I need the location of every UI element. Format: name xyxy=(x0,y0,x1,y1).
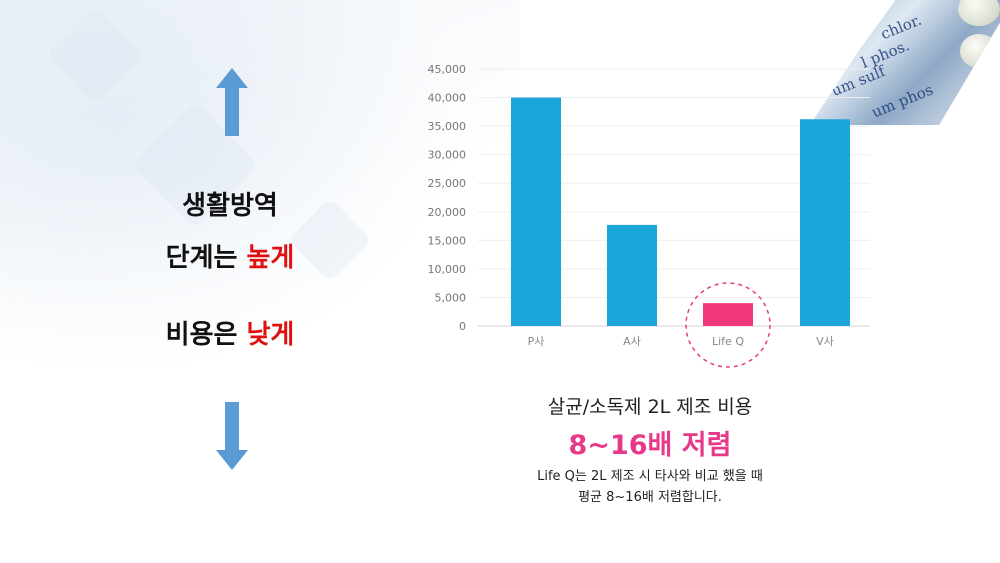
down-arrow-icon xyxy=(216,402,248,470)
bar xyxy=(800,119,850,326)
x-category-label: V사 xyxy=(816,335,834,348)
slogan-emphasis: 높게 xyxy=(246,243,295,273)
slogan-line-1: 생활방역 xyxy=(100,185,360,222)
bar xyxy=(703,303,753,326)
slogan-line-2: 단계는 높게 xyxy=(100,237,360,274)
caption-desc-line: Life Q는 2L 제조 시 타사와 비교 했을 때 xyxy=(537,469,763,484)
x-category-label: P사 xyxy=(528,335,545,348)
x-category-label: Life Q xyxy=(712,335,744,348)
slogan-emphasis: 낮게 xyxy=(246,320,295,350)
y-tick-label: 10,000 xyxy=(428,263,467,276)
highlight-circle xyxy=(685,282,771,368)
background-wash xyxy=(0,0,520,420)
y-tick-label: 15,000 xyxy=(428,234,467,247)
caption-desc-line: 평균 8~16배 저렴합니다. xyxy=(578,490,722,505)
caption-title: 살균/소독제 2L 제조 비용 xyxy=(547,396,753,418)
caption-description: Life Q는 2L 제조 시 타사와 비교 했을 때 평균 8~16배 저렴합… xyxy=(450,466,850,508)
slogan-text: 비용은 xyxy=(165,320,247,350)
caption-highlight: 8~16배 저렴 xyxy=(568,430,732,461)
slogan-line-3: 비용은 낮게 xyxy=(100,314,360,351)
y-tick-label: 30,000 xyxy=(428,149,467,162)
bar xyxy=(607,224,657,326)
y-tick-label: 45,000 xyxy=(428,63,467,76)
y-tick-label: 35,000 xyxy=(428,120,467,133)
y-tick-label: 20,000 xyxy=(428,206,467,219)
pill xyxy=(958,0,1000,26)
slogan-text: 생활방역 xyxy=(182,191,278,221)
x-category-label: A사 xyxy=(623,335,641,348)
cost-bar-chart: 45,000 40,000 35,000 30,000 25,000 20,000 15,0… xyxy=(428,63,870,368)
y-tick-label: 0 xyxy=(459,320,466,333)
bar xyxy=(511,97,561,326)
y-tick-label: 40,000 xyxy=(428,92,467,105)
slogan-text: 단계는 xyxy=(165,243,247,273)
up-arrow-icon xyxy=(216,68,248,136)
y-tick-label: 5,000 xyxy=(435,291,467,304)
y-tick-label: 25,000 xyxy=(428,177,467,190)
